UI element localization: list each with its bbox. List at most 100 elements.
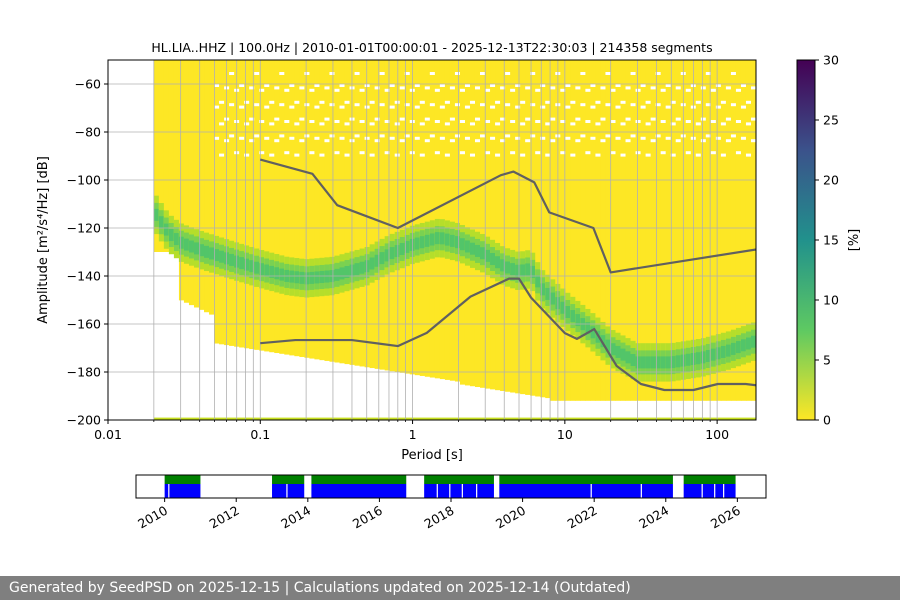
density-gap bbox=[725, 117, 732, 121]
density-floor-band bbox=[153, 417, 756, 420]
y-tick-label: −60 bbox=[75, 77, 101, 92]
plot-area: 0.01 0.1 1 10 100 −200 −180 −160 −140 −120 −100 −8… bbox=[67, 59, 757, 442]
density-gap bbox=[389, 136, 396, 140]
density-core bbox=[505, 261, 511, 274]
density-gap bbox=[595, 122, 601, 126]
density-gap bbox=[369, 153, 376, 157]
density-gap bbox=[299, 86, 305, 90]
density-gap bbox=[630, 134, 637, 138]
density-column bbox=[550, 60, 556, 401]
density-gap bbox=[525, 139, 531, 143]
density-gap bbox=[715, 84, 722, 87]
density-gap bbox=[735, 88, 742, 92]
density-column bbox=[750, 60, 756, 401]
density-gap bbox=[505, 103, 511, 107]
density-core bbox=[219, 250, 225, 263]
density-core bbox=[515, 264, 521, 277]
density-core bbox=[610, 343, 616, 356]
density-core bbox=[459, 238, 466, 251]
density-core bbox=[309, 271, 315, 284]
psd-figure: HL.LIA..HHZ | 100.0Hz | 2010-01-01T00:00… bbox=[36, 40, 862, 532]
density-core bbox=[660, 356, 667, 369]
density-gap bbox=[379, 103, 386, 107]
density-gap bbox=[444, 153, 451, 157]
density-gap bbox=[720, 122, 727, 126]
density-gap bbox=[660, 120, 667, 123]
timeline-tick-label: 2020 bbox=[493, 503, 528, 532]
density-gap bbox=[635, 88, 642, 92]
density-column bbox=[605, 60, 611, 401]
density-column bbox=[560, 60, 566, 401]
y-tick-label: −100 bbox=[67, 173, 101, 188]
density-core bbox=[254, 261, 260, 274]
density-core bbox=[545, 287, 551, 300]
x-tick-label: 10 bbox=[557, 427, 573, 442]
density-core bbox=[530, 265, 536, 278]
density-gap bbox=[585, 88, 591, 92]
density-gap bbox=[364, 105, 371, 109]
density-gap bbox=[640, 136, 647, 140]
density-column bbox=[158, 60, 165, 252]
density-gap bbox=[535, 120, 541, 123]
density-core bbox=[399, 243, 406, 256]
density-gap bbox=[515, 105, 521, 109]
density-gap bbox=[359, 151, 366, 155]
timeline-gap bbox=[461, 484, 463, 498]
density-column bbox=[510, 60, 516, 393]
density-gap bbox=[700, 117, 707, 121]
density-core bbox=[354, 263, 361, 276]
density-gap bbox=[459, 120, 466, 123]
density-column bbox=[735, 60, 742, 401]
density-gap bbox=[439, 136, 446, 140]
data-availability-timeline: 2010 2012 2014 2016 2018 2020 2022 2024 2026 bbox=[135, 474, 767, 532]
density-gap bbox=[590, 136, 596, 140]
density-gap bbox=[314, 136, 320, 140]
density-gap bbox=[299, 139, 305, 143]
high-noise-model-line bbox=[259, 158, 756, 274]
density-gap bbox=[720, 100, 727, 104]
density-gap bbox=[705, 134, 712, 138]
density-gap bbox=[535, 151, 541, 155]
density-gap bbox=[655, 103, 662, 107]
density-gap bbox=[715, 105, 722, 109]
density-gap bbox=[725, 86, 732, 90]
density-gap bbox=[640, 105, 647, 109]
density-gap bbox=[740, 136, 747, 140]
density-column bbox=[289, 60, 295, 356]
density-gap bbox=[244, 100, 250, 104]
density-column bbox=[454, 60, 461, 382]
density-gap bbox=[525, 117, 531, 121]
density-gap bbox=[474, 86, 481, 90]
density-gap bbox=[259, 120, 265, 123]
density-core bbox=[730, 342, 737, 355]
density-gap bbox=[249, 117, 255, 121]
density-gap bbox=[214, 105, 220, 109]
timeline-gap bbox=[436, 484, 438, 498]
density-column bbox=[485, 60, 491, 389]
density-column bbox=[369, 60, 376, 369]
density-column bbox=[615, 60, 622, 401]
density-column bbox=[720, 60, 727, 401]
density-core bbox=[324, 270, 330, 283]
density-core bbox=[645, 356, 652, 369]
density-gap bbox=[575, 139, 581, 143]
chart-title: HL.LIA..HHZ | 100.0Hz | 2010-01-01T00:00… bbox=[151, 40, 712, 55]
density-gap bbox=[670, 153, 677, 157]
density-core bbox=[725, 344, 732, 357]
density-column bbox=[173, 60, 180, 252]
density-gap bbox=[565, 84, 571, 87]
density-gap bbox=[700, 139, 707, 143]
density-core bbox=[389, 247, 396, 260]
density-column bbox=[344, 60, 351, 365]
density-core bbox=[705, 349, 712, 362]
density-core bbox=[364, 260, 371, 273]
timeline-gap bbox=[701, 484, 703, 498]
y-tick-label: −140 bbox=[67, 269, 101, 284]
density-gap bbox=[219, 153, 225, 157]
density-column bbox=[379, 60, 386, 370]
density-core bbox=[419, 236, 426, 249]
density-gap bbox=[274, 117, 280, 121]
density-gap bbox=[254, 134, 260, 138]
density-core bbox=[204, 245, 210, 258]
density-gap bbox=[294, 153, 300, 157]
